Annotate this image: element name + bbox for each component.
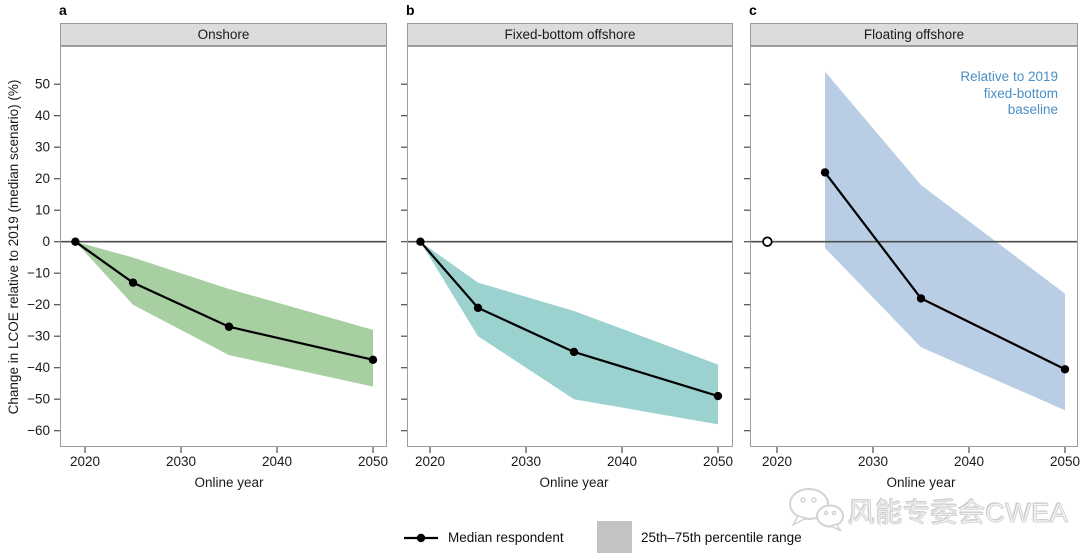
panel-floating-offshore: Floating offshore 2020 2030 2040 2050 Online… — [744, 23, 1080, 494]
median-point — [713, 391, 723, 401]
watermark-text: 风能专委会CWEA — [848, 497, 1069, 528]
x-tick-label: 2020 — [70, 454, 100, 469]
x-tick-label: 2020 — [415, 454, 445, 469]
y-tick-label: 30 — [35, 140, 50, 155]
legend-median-respondent: Median respondent — [403, 530, 564, 545]
y-tick-label: −30 — [27, 329, 50, 344]
percentile-band — [75, 241, 374, 387]
plot-border — [407, 46, 733, 447]
x-axis-title: Online year — [539, 475, 609, 490]
baseline-annotation: Relative to 2019 fixed-bottom baseline — [960, 69, 1058, 119]
x-tick-label: 2040 — [262, 454, 292, 469]
baseline-annotation-line3: baseline — [1007, 102, 1058, 117]
baseline-annotation-line1: Relative to 2019 — [960, 69, 1058, 84]
plot-area-onshore: 50 40 30 20 10 0 −10 −20 −30 −40 −50 −60 2020 2030 204… — [27, 46, 388, 490]
x-tick-label: 2050 — [703, 454, 733, 469]
x-tick-label: 2030 — [166, 454, 196, 469]
panel-title-fixed-bottom: Fixed-bottom offshore — [407, 23, 733, 46]
plot-area-fixed-bottom: 2020 2030 2040 2050 Online year — [401, 46, 733, 490]
plot-border — [60, 46, 387, 447]
legend-median-label: Median respondent — [448, 530, 564, 545]
y-tick-label: 10 — [35, 203, 50, 218]
panel-letter-b: b — [406, 2, 415, 18]
legend-percentile-range: 25th–75th percentile range — [597, 521, 802, 553]
x-tick-label: 2020 — [762, 454, 792, 469]
x-axis-title: Online year — [194, 475, 264, 490]
panel-letter-c: c — [749, 2, 757, 18]
y-tick-label: 20 — [35, 171, 50, 186]
median-point — [71, 237, 80, 246]
y-tick-label: −20 — [27, 297, 50, 312]
wechat-icon — [789, 488, 844, 532]
y-tick-label: 40 — [35, 108, 50, 123]
x-tick-label: 2040 — [607, 454, 637, 469]
panel-title-onshore: Onshore — [60, 23, 387, 46]
median-point — [128, 278, 138, 287]
y-axis-title: Change in LCOE relative to 2019 (median … — [6, 79, 21, 415]
x-tick-label: 2030 — [511, 454, 541, 469]
y-tick-label: 50 — [35, 77, 50, 92]
baseline-annotation-line2: fixed-bottom — [983, 85, 1058, 101]
median-point — [820, 168, 830, 177]
median-point — [473, 303, 483, 313]
median-point — [224, 322, 234, 331]
x-tick-label: 2050 — [1050, 454, 1080, 469]
baseline-open-point — [762, 236, 773, 247]
x-tick-label: 2050 — [358, 454, 388, 469]
median-line — [74, 240, 374, 361]
median-line — [419, 240, 719, 398]
y-tick-label: 0 — [42, 234, 50, 249]
y-tick-label: −10 — [27, 266, 50, 281]
y-tick-label: −60 — [27, 423, 50, 438]
median-point — [416, 237, 425, 246]
watermark: 风能专委会CWEA — [786, 486, 1069, 534]
median-point — [1060, 365, 1070, 374]
legend-range-label: 25th–75th percentile range — [641, 529, 802, 545]
percentile-band — [420, 241, 718, 425]
median-point — [916, 294, 926, 303]
median-point — [569, 347, 579, 357]
x-axis-title: Online year — [886, 475, 956, 490]
y-tick-label: −50 — [27, 392, 50, 407]
panel-fixed-bottom-offshore: Fixed-bottom offshore 2020 2030 2040 2050 On… — [401, 23, 733, 494]
y-tick-label: −40 — [27, 360, 50, 375]
x-tick-label: 2030 — [858, 454, 888, 469]
percentile-range-swatch — [597, 521, 632, 553]
x-tick-label: 2040 — [954, 454, 984, 469]
panel-letter-a: a — [59, 2, 67, 18]
median-point — [368, 355, 378, 365]
panel-title-floating: Floating offshore — [750, 23, 1078, 46]
plot-area-floating: 2020 2030 2040 2050 Online year — [744, 46, 1080, 490]
plot-border — [750, 46, 1078, 447]
median-line-symbol — [404, 533, 438, 542]
panel-onshore: Onshore 50 40 30 20 10 0 −10 −20 −30 −40 −50 −60 202… — [27, 23, 388, 494]
